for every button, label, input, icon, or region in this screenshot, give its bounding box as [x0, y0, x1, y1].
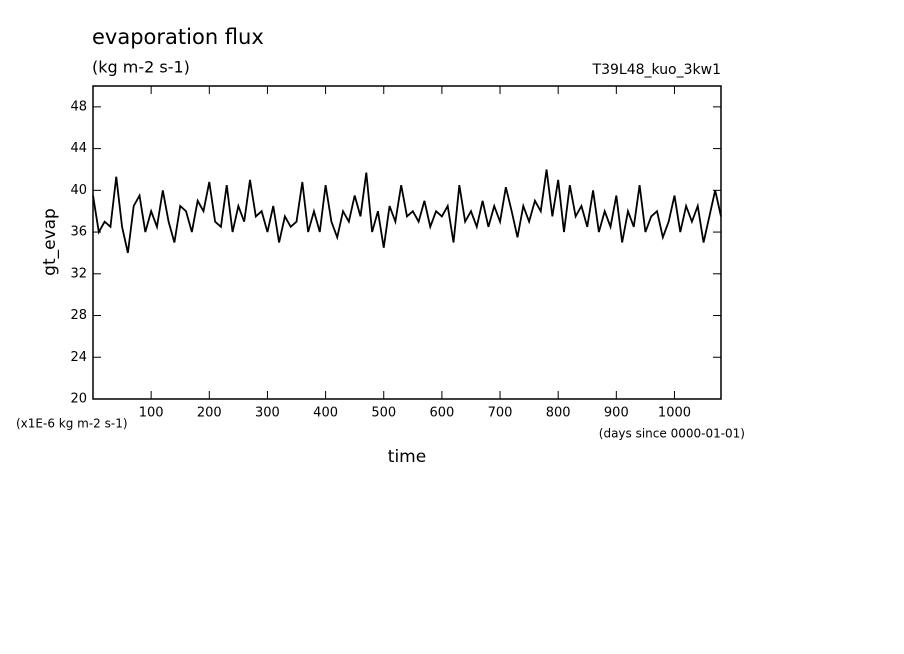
x-tick-label: 600 [429, 406, 454, 421]
y-tick-label: 28 [70, 308, 87, 323]
y-axis-label: gt_evap [40, 208, 60, 276]
x-tick-label: 300 [255, 406, 280, 421]
chart-subtitle: (kg m-2 s-1) [92, 58, 190, 77]
y-tick-label: 44 [70, 141, 87, 156]
y-unit-label: (x1E-6 kg m-2 s-1) [16, 417, 128, 431]
x-unit-label: (days since 0000-01-01) [599, 427, 745, 441]
x-tick-label: 800 [546, 406, 571, 421]
y-tick-label: 32 [70, 266, 87, 281]
y-tick-label: 24 [70, 350, 87, 365]
data-line [92, 169, 722, 254]
x-tick-label: 1000 [658, 406, 691, 421]
x-tick-label: 400 [313, 406, 338, 421]
chart-title: evaporation flux [92, 25, 264, 49]
x-tick-label: 200 [197, 406, 222, 421]
x-tick-label: 100 [139, 406, 164, 421]
y-tick-label: 36 [70, 225, 87, 240]
y-tick-label: 20 [70, 392, 87, 407]
annotation: T39L48_kuo_3kw1 [592, 62, 721, 78]
x-tick-label: 500 [371, 406, 396, 421]
y-tick-label: 48 [70, 99, 87, 114]
x-tick-label: 700 [488, 406, 513, 421]
y-tick-label: 40 [70, 183, 87, 198]
x-tick-label: 900 [604, 406, 629, 421]
plot-frame [92, 85, 722, 400]
x-axis-label: time [388, 447, 426, 467]
